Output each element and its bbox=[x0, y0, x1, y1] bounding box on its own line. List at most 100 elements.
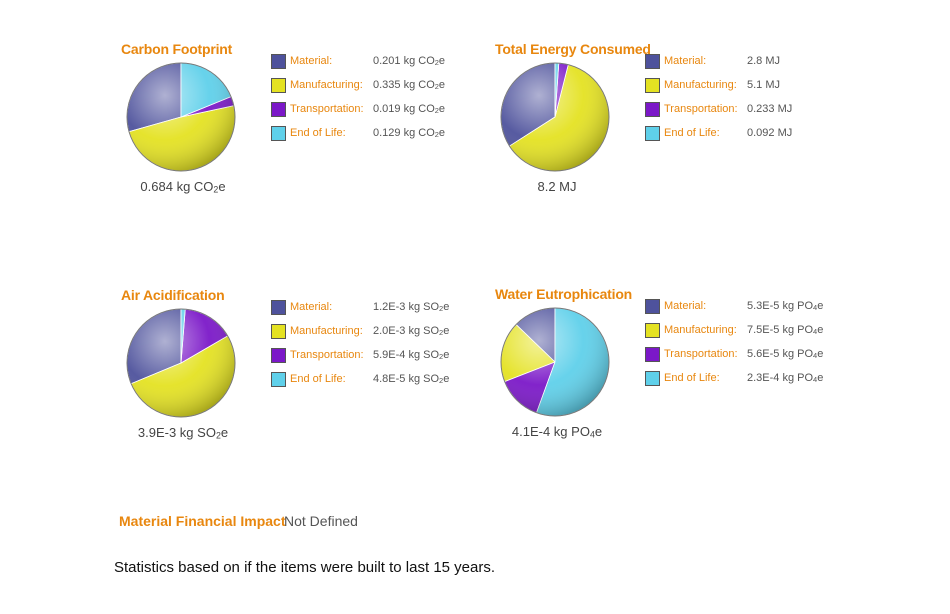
legend-value: 5.3E-5 kg PO4e bbox=[747, 300, 823, 312]
legend-label: Manufacturing: bbox=[290, 79, 363, 91]
legend-value-text: 5.3E-5 kg PO4e bbox=[747, 300, 824, 313]
water-eutrophication-panel: Water Eutrophication 4.1E-4 kg PO4e Materi… bbox=[495, 286, 895, 456]
chart-total-value: 8.2 MJ bbox=[537, 179, 577, 194]
legend-value: 0.019 kg CO2e bbox=[373, 103, 445, 115]
legend-value-text: 0.019 kg CO2e bbox=[373, 103, 446, 116]
legend-item-material: Material: 2.8 MJ bbox=[643, 51, 903, 75]
legend-label: End of Life: bbox=[664, 127, 720, 139]
total-energy-panel: Total Energy Consumed 8.2 MJ Material: 2.8 … bbox=[495, 41, 895, 211]
chart-total-value: 4.1E-4 kg PO4e bbox=[511, 424, 603, 440]
chart-legend: Material: 0.201 kg CO2e Manufacturing: 0.33… bbox=[269, 51, 529, 147]
legend-value: 2.0E-3 kg SO2e bbox=[373, 325, 449, 337]
chart-total: 4.1E-4 kg PO4e bbox=[495, 424, 619, 439]
legend-value-text: 0.092 MJ bbox=[747, 127, 793, 139]
legend-value: 7.5E-5 kg PO4e bbox=[747, 324, 823, 336]
chart-legend: Material: 2.8 MJ Manufacturing: 5.1 MJ Trans… bbox=[643, 51, 903, 147]
chart-legend: Material: 1.2E-3 kg SO2e Manufacturing: 2.0… bbox=[269, 297, 529, 393]
legend-value: 5.1 MJ bbox=[747, 79, 780, 91]
legend-swatch bbox=[271, 78, 286, 93]
legend-label: End of Life: bbox=[290, 127, 346, 139]
legend-swatch bbox=[271, 372, 286, 387]
legend-label: Manufacturing: bbox=[664, 324, 737, 336]
legend-value-text: 2.3E-4 kg PO4e bbox=[747, 372, 824, 385]
pie-outline bbox=[500, 62, 610, 172]
legend-item-end-of-life: End of Life: 0.092 MJ bbox=[643, 123, 903, 147]
pie-outline bbox=[126, 62, 236, 172]
legend-value-text: 0.129 kg CO2e bbox=[373, 127, 446, 140]
legend-item-material: Material: 5.3E-5 kg PO4e bbox=[643, 296, 903, 320]
legend-value: 4.8E-5 kg SO2e bbox=[373, 373, 449, 385]
legend-label: Manufacturing: bbox=[664, 79, 737, 91]
legend-swatch bbox=[271, 324, 286, 339]
legend-swatch bbox=[645, 347, 660, 362]
legend-label: Transportation: bbox=[290, 349, 364, 361]
legend-value-text: 4.8E-5 kg SO2e bbox=[373, 373, 450, 386]
legend-item-manufacturing: Manufacturing: 0.335 kg CO2e bbox=[269, 75, 529, 99]
legend-swatch bbox=[645, 102, 660, 117]
legend-label: Material: bbox=[290, 55, 333, 67]
pie-chart bbox=[126, 308, 236, 418]
chart-total: 3.9E-3 kg SO2e bbox=[121, 425, 245, 440]
legend-swatch bbox=[271, 102, 286, 117]
chart-total-value: 0.684 kg CO2e bbox=[140, 179, 226, 195]
legend-swatch bbox=[271, 300, 286, 315]
chart-total: 8.2 MJ bbox=[495, 179, 619, 194]
pie-chart bbox=[500, 62, 610, 172]
chart-title: Total Energy Consumed bbox=[495, 41, 651, 57]
legend-value-text: 2.8 MJ bbox=[747, 55, 781, 67]
financial-impact-label: Material Financial Impact bbox=[119, 513, 286, 529]
legend-item-transportation: Transportation: 0.233 MJ bbox=[643, 99, 903, 123]
legend-swatch bbox=[645, 78, 660, 93]
legend-value: 0.092 MJ bbox=[747, 127, 792, 139]
chart-title: Carbon Footprint bbox=[121, 41, 233, 57]
pie-outline bbox=[500, 307, 610, 417]
legend-value-text: 0.233 MJ bbox=[747, 103, 793, 115]
legend-value: 5.9E-4 kg SO2e bbox=[373, 349, 449, 361]
legend-swatch bbox=[271, 126, 286, 141]
legend-item-material: Material: 0.201 kg CO2e bbox=[269, 51, 529, 75]
legend-label: Material: bbox=[290, 301, 333, 313]
legend-swatch bbox=[645, 323, 660, 338]
legend-item-material: Material: 1.2E-3 kg SO2e bbox=[269, 297, 529, 321]
legend-value-text: 7.5E-5 kg PO4e bbox=[747, 324, 824, 337]
legend-value: 0.129 kg CO2e bbox=[373, 127, 445, 139]
chart-total: 0.684 kg CO2e bbox=[121, 179, 245, 194]
legend-swatch bbox=[645, 54, 660, 69]
legend-item-end-of-life: End of Life: 2.3E-4 kg PO4e bbox=[643, 368, 903, 392]
legend-value: 1.2E-3 kg SO2e bbox=[373, 301, 449, 313]
legend-label: End of Life: bbox=[290, 373, 346, 385]
chart-title: Air Acidification bbox=[121, 287, 225, 303]
legend-value: 5.6E-5 kg PO4e bbox=[747, 348, 823, 360]
legend-swatch bbox=[645, 299, 660, 314]
legend-swatch bbox=[645, 126, 660, 141]
legend-value-text: 0.201 kg CO2e bbox=[373, 55, 446, 68]
pie-chart bbox=[126, 62, 236, 172]
legend-swatch bbox=[645, 371, 660, 386]
legend-swatch bbox=[271, 348, 286, 363]
legend-value-text: 0.335 kg CO2e bbox=[373, 79, 446, 92]
legend-item-transportation: Transportation: 5.6E-5 kg PO4e bbox=[643, 344, 903, 368]
pie-chart bbox=[500, 307, 610, 417]
legend-label: Manufacturing: bbox=[290, 325, 363, 337]
pie-outline bbox=[126, 308, 236, 418]
legend-value: 0.201 kg CO2e bbox=[373, 55, 445, 67]
carbon-footprint-panel: Carbon Footprint 0.684 kg CO2e Material: 0.… bbox=[121, 41, 521, 211]
legend-item-manufacturing: Manufacturing: 5.1 MJ bbox=[643, 75, 903, 99]
legend-item-transportation: Transportation: 5.9E-4 kg SO2e bbox=[269, 345, 529, 369]
legend-value-text: 1.2E-3 kg SO2e bbox=[373, 301, 450, 314]
footnote: Statistics based on if the items were bu… bbox=[114, 559, 496, 576]
chart-title: Water Eutrophication bbox=[495, 286, 633, 302]
legend-value-text: 5.6E-5 kg PO4e bbox=[747, 348, 824, 361]
legend-value: 0.335 kg CO2e bbox=[373, 79, 445, 91]
chart-legend: Material: 5.3E-5 kg PO4e Manufacturing: 7.5… bbox=[643, 296, 903, 392]
legend-item-end-of-life: End of Life: 4.8E-5 kg SO2e bbox=[269, 369, 529, 393]
legend-swatch bbox=[271, 54, 286, 69]
legend-item-manufacturing: Manufacturing: 7.5E-5 kg PO4e bbox=[643, 320, 903, 344]
legend-value-text: 5.9E-4 kg SO2e bbox=[373, 349, 450, 362]
legend-value: 2.8 MJ bbox=[747, 55, 780, 67]
legend-label: Transportation: bbox=[290, 103, 364, 115]
legend-label: Transportation: bbox=[664, 348, 738, 360]
financial-impact-value: Not Defined bbox=[284, 513, 358, 529]
legend-label: Material: bbox=[664, 55, 707, 67]
air-acidification-panel: Air Acidification 3.9E-3 kg SO2e Material:… bbox=[121, 287, 521, 457]
